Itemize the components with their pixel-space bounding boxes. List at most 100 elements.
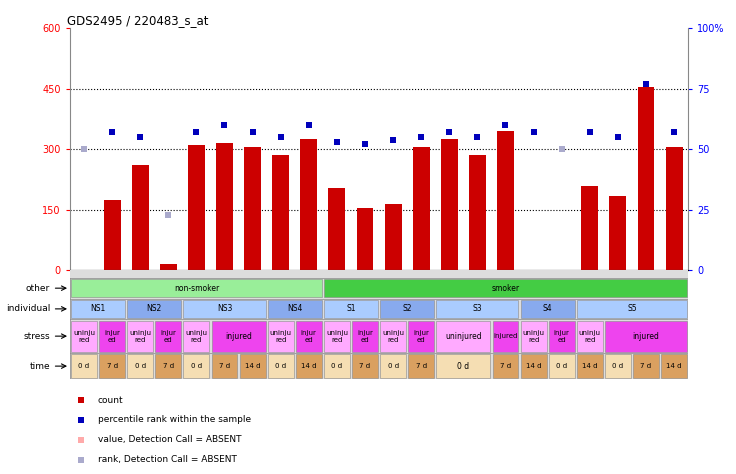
Bar xyxy=(665,147,682,270)
Text: uninju
red: uninju red xyxy=(185,329,208,343)
Text: 0 d: 0 d xyxy=(556,363,567,369)
Bar xyxy=(352,320,378,352)
Text: S4: S4 xyxy=(543,304,553,313)
Bar xyxy=(211,320,266,352)
Bar xyxy=(352,355,378,378)
Text: uninju
red: uninju red xyxy=(130,329,151,343)
Text: 0 d: 0 d xyxy=(275,363,286,369)
Bar xyxy=(436,355,490,378)
Bar xyxy=(155,355,181,378)
Bar xyxy=(104,200,121,270)
Text: uninju
red: uninju red xyxy=(578,329,601,343)
Bar xyxy=(216,143,233,270)
Bar xyxy=(497,131,514,270)
Bar xyxy=(300,139,317,270)
Text: 0 d: 0 d xyxy=(457,362,470,371)
Text: 14 d: 14 d xyxy=(245,363,261,369)
Bar xyxy=(577,355,603,378)
Text: uninju
red: uninju red xyxy=(269,329,291,343)
Text: S5: S5 xyxy=(627,304,637,313)
Bar xyxy=(577,300,687,318)
Bar xyxy=(324,279,687,297)
Bar xyxy=(240,355,266,378)
Text: smoker: smoker xyxy=(492,283,520,292)
Bar xyxy=(328,188,345,270)
Bar xyxy=(183,355,209,378)
Text: injur
ed: injur ed xyxy=(413,329,429,343)
Bar xyxy=(71,355,97,378)
Bar xyxy=(520,300,575,318)
Bar xyxy=(441,139,458,270)
Bar xyxy=(155,320,181,352)
Text: injured: injured xyxy=(493,333,517,339)
Text: injured: injured xyxy=(632,332,659,341)
Bar xyxy=(413,147,430,270)
Bar xyxy=(605,355,631,378)
Bar xyxy=(436,300,518,318)
Bar xyxy=(637,87,654,270)
Bar xyxy=(244,147,261,270)
Bar xyxy=(268,320,294,352)
Text: time: time xyxy=(29,362,50,371)
Text: 14 d: 14 d xyxy=(526,363,542,369)
Bar xyxy=(549,320,575,352)
Text: uninju
red: uninju red xyxy=(382,329,404,343)
Text: NS1: NS1 xyxy=(91,304,106,313)
Text: 0 d: 0 d xyxy=(388,363,399,369)
Bar xyxy=(160,264,177,270)
Bar xyxy=(127,300,181,318)
Bar xyxy=(324,355,350,378)
Bar xyxy=(127,320,153,352)
Bar xyxy=(492,320,518,352)
Text: individual: individual xyxy=(6,304,50,313)
Bar xyxy=(296,355,322,378)
Text: 0 d: 0 d xyxy=(612,363,623,369)
Text: percentile rank within the sample: percentile rank within the sample xyxy=(98,416,251,424)
Text: 7 d: 7 d xyxy=(163,363,174,369)
Bar xyxy=(268,300,322,318)
Bar xyxy=(381,300,434,318)
Bar xyxy=(605,320,687,352)
Bar xyxy=(520,355,547,378)
Text: uninjured: uninjured xyxy=(445,332,481,341)
Text: non-smoker: non-smoker xyxy=(174,283,219,292)
Text: uninju
red: uninju red xyxy=(326,329,348,343)
Text: injur
ed: injur ed xyxy=(160,329,176,343)
Bar xyxy=(183,300,266,318)
Bar xyxy=(99,320,125,352)
Text: 7 d: 7 d xyxy=(500,363,511,369)
Bar xyxy=(71,300,125,318)
Bar xyxy=(188,146,205,270)
Bar xyxy=(408,355,434,378)
Bar xyxy=(492,355,518,378)
Text: 7 d: 7 d xyxy=(359,363,370,369)
Text: injur
ed: injur ed xyxy=(357,329,373,343)
Bar xyxy=(520,320,547,352)
Bar xyxy=(381,355,406,378)
Text: S1: S1 xyxy=(346,304,355,313)
Text: NS2: NS2 xyxy=(146,304,162,313)
Bar xyxy=(577,320,603,352)
Bar xyxy=(385,204,402,270)
Bar xyxy=(324,320,350,352)
Text: 7 d: 7 d xyxy=(107,363,118,369)
Text: 0 d: 0 d xyxy=(331,363,342,369)
Bar xyxy=(633,355,659,378)
Bar xyxy=(381,320,406,352)
Bar xyxy=(469,155,486,270)
Bar xyxy=(549,355,575,378)
Text: count: count xyxy=(98,396,124,405)
Text: GDS2495 / 220483_s_at: GDS2495 / 220483_s_at xyxy=(67,14,208,27)
Text: 0 d: 0 d xyxy=(191,363,202,369)
Bar xyxy=(356,208,373,270)
Text: S3: S3 xyxy=(473,304,482,313)
Text: stress: stress xyxy=(24,332,50,341)
Bar xyxy=(132,165,149,270)
Text: S2: S2 xyxy=(403,304,412,313)
Text: other: other xyxy=(26,283,50,292)
Text: NS3: NS3 xyxy=(217,304,232,313)
Text: injur
ed: injur ed xyxy=(104,329,120,343)
Bar xyxy=(436,320,490,352)
Bar xyxy=(127,355,153,378)
Bar xyxy=(99,355,125,378)
